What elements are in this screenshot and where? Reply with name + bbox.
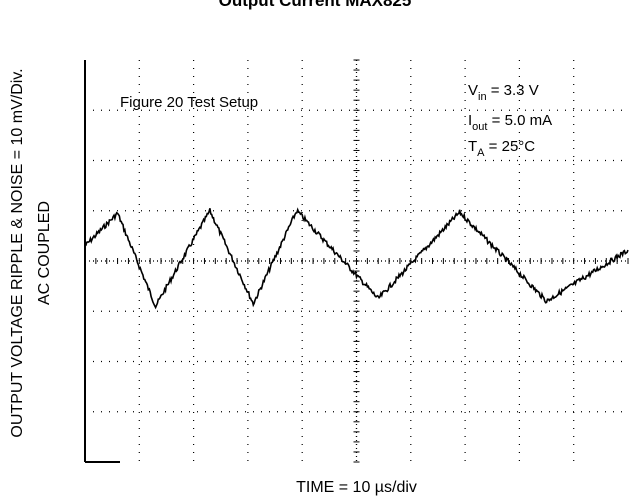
annotation-ta: TA = 25°C <box>468 138 535 159</box>
chart-title: Output Current MAX825 <box>218 0 412 10</box>
annotation-iout: Iout = 5.0 mA <box>468 112 552 133</box>
trace-layer <box>84 207 629 310</box>
output-ripple-trace <box>84 207 629 310</box>
annotation-vin: Vin = 3.3 V <box>468 82 539 103</box>
x-axis-label: TIME = 10 µs/div <box>296 479 417 496</box>
annotation-setup: Figure 20 Test Setup <box>120 94 258 111</box>
grid <box>84 59 629 463</box>
